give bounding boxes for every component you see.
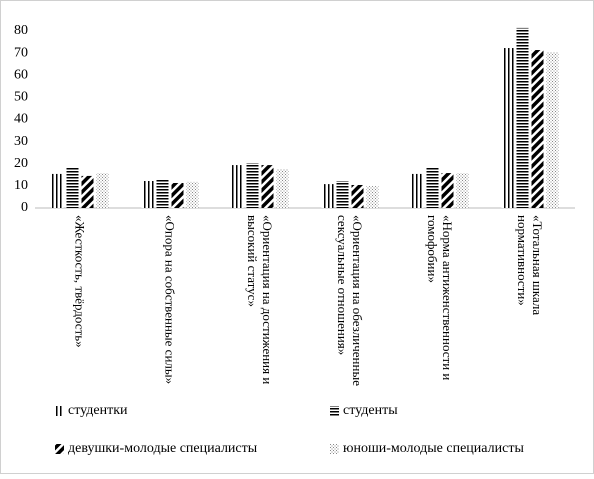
legend-swatch (330, 406, 339, 416)
x-tick-label-box: «Жесткость, твёрдость» (72, 215, 88, 348)
bar (531, 50, 544, 209)
x-tick-label: «Тотальная шкала нормативности» (515, 215, 545, 316)
bar (426, 167, 439, 208)
legend-label: студентки (68, 403, 128, 418)
bar (411, 173, 424, 208)
y-tick-label: 50 (14, 90, 28, 105)
legend-label: студенты (343, 403, 398, 418)
y-tick-label: 0 (21, 200, 28, 215)
y-tick-label: 10 (14, 178, 28, 193)
legend-swatch (55, 406, 64, 416)
x-tick-label-box: «Ориентация на достижения и высокий стат… (245, 215, 275, 385)
x-tick-label-box: «Ориентация на обезличенные сексуальные … (335, 215, 365, 386)
bar (501, 48, 514, 208)
bar (81, 175, 94, 208)
x-tick-label: «Ориентация на обезличенные сексуальные … (335, 215, 365, 386)
legend-swatch (330, 444, 339, 454)
bar (351, 184, 364, 208)
x-tick-label: «Жесткость, твёрдость» (72, 215, 88, 348)
bar (321, 184, 334, 208)
y-tick-label: 70 (14, 45, 28, 60)
y-tick-label: 30 (14, 134, 28, 149)
y-tick-label: 80 (14, 23, 28, 38)
bar (366, 186, 379, 208)
bar (186, 181, 199, 208)
legend-label: девушки-молодые специалисты (68, 441, 258, 456)
bar (96, 173, 109, 208)
bar (171, 182, 184, 208)
y-tick-label: 60 (14, 67, 28, 82)
bar (441, 173, 454, 208)
bar (141, 181, 154, 208)
legend-swatch (55, 444, 64, 454)
y-tick-label: 40 (14, 112, 28, 127)
bar (276, 169, 289, 208)
bar (66, 167, 79, 208)
bar (336, 181, 349, 208)
bar (231, 165, 244, 208)
x-tick-label: «Ориентация на достижения и высокий стат… (245, 215, 275, 385)
bar (51, 173, 64, 208)
legend-label: юноши-молодые специалисты (343, 441, 524, 456)
bar (261, 165, 274, 208)
bar (156, 179, 169, 208)
x-tick-label: «Опора на собственные силы» (162, 215, 178, 385)
bar (516, 27, 529, 209)
y-tick-label: 20 (14, 156, 28, 171)
bar (456, 173, 469, 208)
x-tick-label-box: «Норма антиженственности и гомофобии» (425, 215, 455, 381)
x-tick-label-box: «Опора на собственные силы» (162, 215, 178, 385)
x-tick-label-box: «Тотальная шкала нормативности» (515, 215, 545, 316)
bar (546, 52, 559, 208)
x-tick-label: «Норма антиженственности и гомофобии» (425, 215, 455, 381)
bar (246, 163, 259, 208)
